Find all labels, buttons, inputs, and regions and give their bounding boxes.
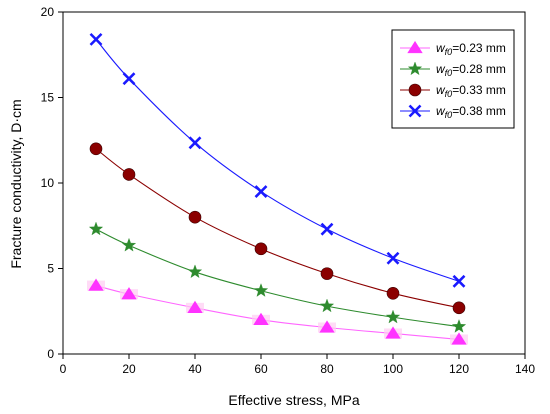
data-point [386, 286, 400, 300]
x-tick-label: 120 [449, 362, 469, 376]
data-point [320, 267, 334, 280]
data-point [188, 136, 202, 150]
legend-label-rest: =0.28 mm [452, 62, 506, 76]
series-3 [89, 142, 466, 315]
y-axis-ticks: 0 5 10 15 20 [41, 5, 63, 361]
legend-label-rest: =0.23 mm [452, 41, 506, 55]
data-point [188, 210, 202, 224]
y-axis-title: Fracture conductivity, D·cm [8, 99, 24, 268]
legend-label-main: w [436, 41, 446, 55]
data-point [88, 278, 104, 291]
legend-label-rest: =0.33 mm [452, 83, 506, 97]
x-axis-ticks: 0 20 40 60 80 100 120 140 [60, 354, 535, 376]
x-marker-stroke [254, 185, 268, 198]
data-point [88, 221, 104, 236]
data-point [319, 298, 335, 313]
x-tick-label: 140 [515, 362, 535, 376]
data-point [89, 142, 103, 156]
x-marker-stroke [386, 251, 400, 265]
legend-label: wf0=0.33 mm [436, 83, 506, 99]
x-marker-stroke [452, 274, 466, 288]
data-point [452, 274, 466, 288]
legend-label-sub: f0 [445, 68, 453, 78]
data-point [254, 242, 268, 256]
y-tick-label: 5 [47, 262, 54, 276]
legend-entry: wf0=0.28 mm [400, 61, 506, 78]
x-tick-label: 100 [383, 362, 403, 376]
legend-label-main: w [436, 83, 446, 97]
data-point [89, 32, 103, 46]
data-point [385, 309, 401, 324]
series-line [95, 148, 460, 309]
y-tick-label: 15 [41, 91, 55, 105]
x-marker-stroke [408, 104, 422, 118]
x-tick-label: 20 [122, 362, 136, 376]
legend-label-sub: f0 [445, 110, 453, 120]
data-point [385, 326, 401, 339]
legend-entry: wf0=0.38 mm [400, 104, 506, 120]
legend-label-main: w [436, 104, 446, 118]
data-point [253, 283, 269, 297]
y-tick-label: 10 [41, 176, 55, 190]
legend-marker [407, 40, 423, 54]
x-tick-label: 80 [320, 362, 334, 376]
data-point [451, 319, 467, 333]
data-point [451, 332, 467, 345]
legend-label: wf0=0.38 mm [436, 104, 506, 120]
x-marker-stroke [320, 222, 334, 236]
y-tick-label: 0 [47, 347, 54, 361]
x-marker-stroke [89, 32, 103, 46]
x-tick-label: 0 [60, 362, 67, 376]
legend-marker [408, 83, 422, 97]
legend-label-sub: f0 [445, 47, 453, 57]
series-layer [87, 32, 468, 345]
legend-label: wf0=0.28 mm [436, 62, 506, 78]
legend-label: wf0=0.23 mm [436, 41, 506, 57]
data-point [121, 287, 137, 300]
legend-marker [407, 61, 423, 76]
legend-label-main: w [436, 62, 446, 76]
data-point [254, 185, 268, 198]
data-point [253, 312, 269, 325]
data-point [319, 320, 335, 333]
y-tick-label: 20 [41, 5, 55, 19]
series-4 [89, 32, 466, 288]
legend-entry: wf0=0.33 mm [400, 83, 506, 99]
data-point [386, 251, 400, 265]
data-point [187, 300, 203, 314]
data-point [187, 264, 203, 279]
series-1 [87, 278, 468, 345]
legend-label-rest: =0.38 mm [452, 104, 506, 118]
data-point [452, 301, 466, 315]
x-marker-stroke [122, 72, 136, 86]
data-point [320, 222, 334, 236]
legend-entry: wf0=0.23 mm [400, 40, 506, 57]
x-tick-label: 60 [254, 362, 268, 376]
data-point [122, 168, 136, 181]
data-point [122, 72, 136, 86]
data-point [121, 237, 137, 252]
series-line [95, 228, 460, 328]
x-axis-title: Effective stress, MPa [228, 392, 359, 408]
x-tick-label: 40 [188, 362, 202, 376]
x-marker-stroke [188, 136, 202, 150]
series-2 [88, 221, 467, 333]
legend-label-sub: f0 [445, 89, 453, 99]
series-line [95, 285, 460, 341]
legend-marker [408, 104, 422, 118]
